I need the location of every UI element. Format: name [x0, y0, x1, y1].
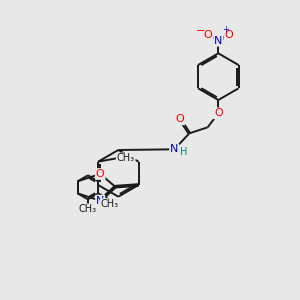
Text: O: O — [225, 30, 233, 40]
Text: O: O — [96, 169, 105, 179]
Text: N: N — [214, 36, 223, 46]
Text: CH₃: CH₃ — [79, 204, 97, 214]
Text: O: O — [214, 108, 223, 118]
Text: H: H — [180, 147, 188, 157]
Text: CH₃: CH₃ — [101, 199, 119, 209]
Text: CH₃: CH₃ — [117, 153, 135, 163]
Text: O: O — [203, 30, 212, 40]
Text: N: N — [170, 144, 178, 154]
Text: N: N — [96, 196, 104, 206]
Text: −: − — [196, 26, 205, 36]
Text: +: + — [222, 26, 229, 34]
Text: O: O — [176, 114, 184, 124]
